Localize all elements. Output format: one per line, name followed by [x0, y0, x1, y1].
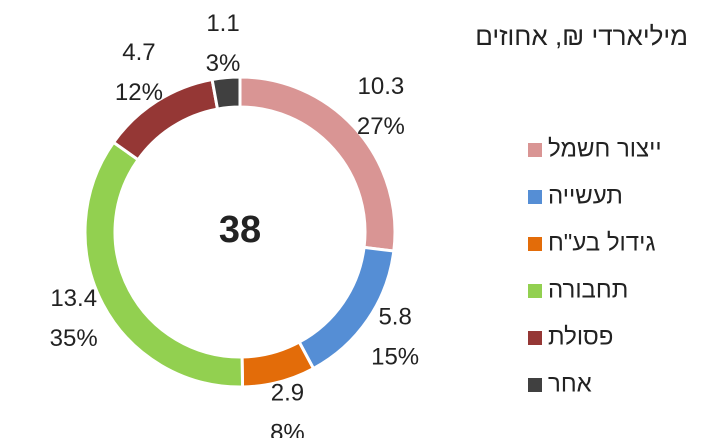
- value-label: 10.3: [358, 73, 405, 100]
- percent-label: 3%: [206, 50, 241, 77]
- legend-label: ייצור חשמל: [548, 135, 662, 162]
- percent-label: 15%: [371, 344, 419, 371]
- legend-label: תעשייה: [548, 182, 623, 209]
- legend-swatch: [528, 237, 542, 251]
- donut-segment: [238, 75, 397, 253]
- percent-label: 8%: [270, 419, 305, 438]
- legend-label: פסולת: [548, 323, 613, 350]
- legend-label: תחבורה: [548, 276, 628, 303]
- donut-segment: [83, 140, 245, 389]
- percent-label: 12%: [115, 79, 163, 106]
- legend-label: גידול בע"ח: [548, 229, 655, 256]
- value-label: 5.8: [378, 304, 411, 331]
- legend-swatch: [528, 331, 542, 345]
- value-label: 2.9: [271, 379, 304, 406]
- legend-swatch: [528, 143, 542, 157]
- donut-segment: [210, 75, 242, 111]
- chart-title: מיליארדי ₪, אחוזים: [475, 21, 688, 51]
- percent-label: 35%: [50, 325, 98, 352]
- legend-swatch: [528, 378, 542, 392]
- percent-label: 27%: [357, 113, 405, 140]
- center-total: 38: [219, 209, 261, 251]
- value-label: 13.4: [50, 285, 97, 312]
- legend-swatch: [528, 190, 542, 204]
- legend-label: אחר: [548, 370, 592, 397]
- legend-swatch: [528, 284, 542, 298]
- value-label: 4.7: [122, 39, 155, 66]
- value-label: 1.1: [206, 10, 239, 37]
